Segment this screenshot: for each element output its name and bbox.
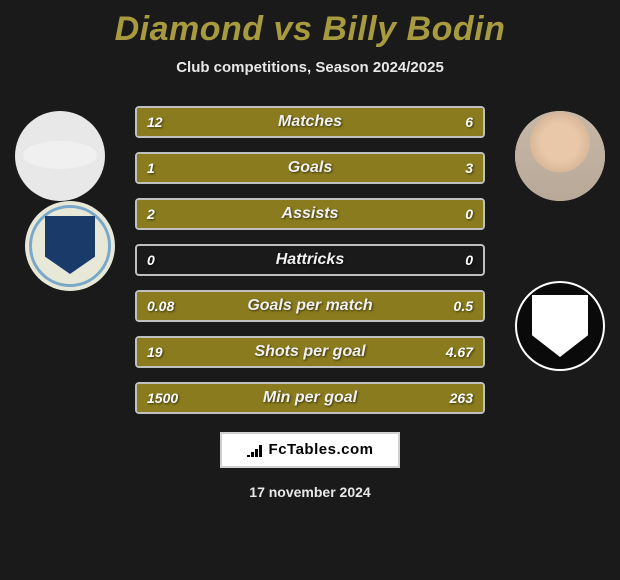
stat-value-right: 263 bbox=[450, 384, 473, 412]
stat-value-left: 0.08 bbox=[147, 292, 174, 320]
stat-label: Hattricks bbox=[137, 246, 483, 274]
stat-label: Assists bbox=[137, 200, 483, 228]
stat-value-right: 4.67 bbox=[446, 338, 473, 366]
stat-row: Hattricks0 0 bbox=[135, 244, 485, 276]
page-title: Diamond vs Billy Bodin bbox=[0, 10, 620, 49]
stat-value-right: 3 bbox=[465, 154, 473, 182]
player1-photo bbox=[15, 111, 105, 201]
stat-value-left: 12 bbox=[147, 108, 163, 136]
chart-icon bbox=[247, 443, 265, 457]
stat-value-right: 0.5 bbox=[454, 292, 473, 320]
date-text: 17 november 2024 bbox=[0, 484, 620, 500]
stat-value-right: 0 bbox=[465, 246, 473, 274]
stat-value-left: 1500 bbox=[147, 384, 178, 412]
stats-list: Matches126Goals13Assists20Hattricks00Goa… bbox=[135, 106, 485, 414]
stat-label: Min per goal bbox=[137, 384, 483, 412]
stat-row: Shots per goal19 4.67 bbox=[135, 336, 485, 368]
stat-label: Shots per goal bbox=[137, 338, 483, 366]
stat-value-left: 1 bbox=[147, 154, 155, 182]
stat-row: Matches12 6 bbox=[135, 106, 485, 138]
stat-value-left: 2 bbox=[147, 200, 155, 228]
brand-text: FcTables.com bbox=[269, 441, 374, 458]
stats-section: Matches126Goals13Assists20Hattricks00Goa… bbox=[0, 106, 620, 414]
stat-row: Min per goal1500 263 bbox=[135, 382, 485, 414]
stat-label: Goals bbox=[137, 154, 483, 182]
player2-name: Billy Bodin bbox=[322, 10, 505, 48]
comparison-card: Diamond vs Billy Bodin Club competitions… bbox=[0, 0, 620, 500]
brand-logo: FcTables.com bbox=[220, 432, 400, 468]
player1-club-badge bbox=[25, 201, 115, 291]
stat-row: Goals1 3 bbox=[135, 152, 485, 184]
stat-value-left: 19 bbox=[147, 338, 163, 366]
stat-label: Matches bbox=[137, 108, 483, 136]
stat-value-left: 0 bbox=[147, 246, 155, 274]
stat-row: Assists2 0 bbox=[135, 198, 485, 230]
player2-club-badge bbox=[515, 281, 605, 371]
subtitle: Club competitions, Season 2024/2025 bbox=[0, 59, 620, 76]
vs-text: vs bbox=[274, 10, 313, 48]
player2-photo bbox=[515, 111, 605, 201]
stat-label: Goals per match bbox=[137, 292, 483, 320]
stat-row: Goals per match0.08 0.5 bbox=[135, 290, 485, 322]
stat-value-right: 0 bbox=[465, 200, 473, 228]
stat-value-right: 6 bbox=[465, 108, 473, 136]
player1-name: Diamond bbox=[115, 10, 264, 48]
